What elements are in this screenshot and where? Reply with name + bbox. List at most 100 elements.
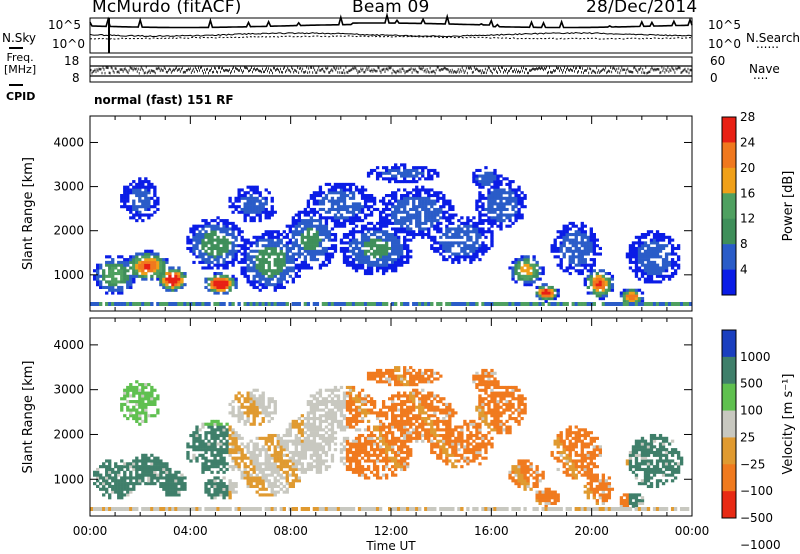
velocity-cell — [336, 405, 341, 409]
power-cell — [156, 272, 160, 276]
power-cell — [403, 238, 407, 242]
power-cell — [394, 180, 398, 184]
velocity-cell — [252, 394, 256, 398]
power-cell — [363, 269, 368, 273]
power-cell — [237, 227, 241, 231]
power-cell — [354, 230, 359, 234]
velocity-cell — [132, 467, 136, 472]
power-cell — [523, 194, 527, 198]
power-cell — [378, 235, 383, 239]
velocity-cell — [327, 445, 332, 449]
power-cell — [363, 252, 368, 256]
power-cell — [138, 252, 142, 256]
velocity-cell — [360, 467, 365, 472]
velocity-cell — [397, 448, 401, 452]
power-cell — [252, 266, 256, 270]
power-cell — [646, 258, 651, 262]
velocity-cell — [213, 465, 217, 469]
power-cell — [342, 252, 347, 256]
power-ground-cell — [424, 302, 428, 306]
power-cell — [234, 277, 238, 281]
power-cell — [126, 205, 130, 209]
velocity-cell — [216, 428, 220, 432]
velocity-cell — [234, 394, 238, 398]
velocity-cell — [249, 394, 253, 398]
power-cell — [330, 196, 335, 200]
power-cell — [189, 230, 193, 234]
power-cell — [273, 258, 277, 262]
velocity-cell — [120, 496, 124, 500]
velocity-cell — [207, 487, 211, 491]
power-cell — [592, 291, 596, 295]
power-cell — [384, 194, 389, 198]
velocity-cell — [102, 484, 106, 489]
velocity-cell — [138, 397, 142, 401]
power-cell — [249, 199, 253, 203]
power-cell — [132, 280, 136, 284]
velocity-cell — [138, 391, 142, 395]
power-cell — [129, 207, 133, 212]
power-cell — [415, 174, 419, 178]
power-cell — [348, 233, 353, 237]
power-cell — [312, 252, 317, 256]
velocity-cell — [357, 433, 362, 438]
velocity-cell — [147, 391, 151, 395]
power-cell — [159, 260, 163, 264]
power-cell — [673, 272, 678, 276]
power-ground-cell — [132, 302, 136, 306]
velocity-cell — [267, 462, 271, 466]
power-cell — [372, 263, 377, 267]
power-cell — [511, 266, 515, 270]
power-cell — [210, 285, 214, 290]
velocity-cell — [288, 422, 292, 426]
power-cell — [637, 241, 642, 245]
power-cell — [243, 249, 247, 253]
power-cell — [421, 205, 425, 209]
power-cell — [249, 241, 253, 245]
power-cell — [327, 207, 332, 212]
power-ground-cell — [348, 302, 353, 306]
power-cell — [526, 260, 530, 264]
power-cell — [135, 207, 139, 212]
velocity-cell — [354, 439, 359, 443]
power-cell — [162, 260, 166, 264]
velocity-cell — [315, 448, 320, 452]
velocity-cell — [135, 479, 139, 483]
velocity-cell — [219, 459, 223, 463]
power-cell — [622, 288, 627, 292]
power-cell — [481, 202, 485, 206]
velocity-cell — [105, 476, 109, 480]
velocity-cell — [240, 394, 244, 398]
power-cell — [664, 244, 669, 248]
power-cell — [126, 263, 130, 267]
power-cell — [550, 297, 554, 301]
power-cell — [132, 260, 136, 264]
velocity-cell — [415, 439, 419, 443]
velocity-cell — [333, 385, 338, 390]
velocity-cell — [273, 482, 277, 486]
power-cell — [409, 230, 413, 234]
power-cell — [363, 188, 368, 192]
power-cell — [207, 258, 211, 262]
power-cell — [108, 260, 112, 264]
velocity-cell — [174, 490, 178, 494]
velocity-cell — [225, 450, 229, 455]
velocity-cell — [228, 425, 232, 429]
power-cell — [300, 266, 305, 270]
velocity-cell — [403, 391, 407, 395]
power-cell — [448, 235, 452, 239]
power-cell — [466, 255, 470, 259]
power-cell — [279, 272, 283, 276]
velocity-cell — [300, 442, 305, 446]
power-cell — [655, 266, 660, 270]
power-cell — [240, 196, 244, 200]
velocity-cell — [312, 414, 317, 418]
power-cell — [126, 260, 130, 264]
velocity-cell — [351, 470, 356, 474]
power-cell — [252, 285, 256, 290]
power-cell — [415, 233, 419, 237]
power-cell — [246, 246, 250, 251]
power-cell — [454, 252, 458, 256]
power-cell — [345, 207, 350, 212]
velocity-cell — [324, 414, 329, 418]
